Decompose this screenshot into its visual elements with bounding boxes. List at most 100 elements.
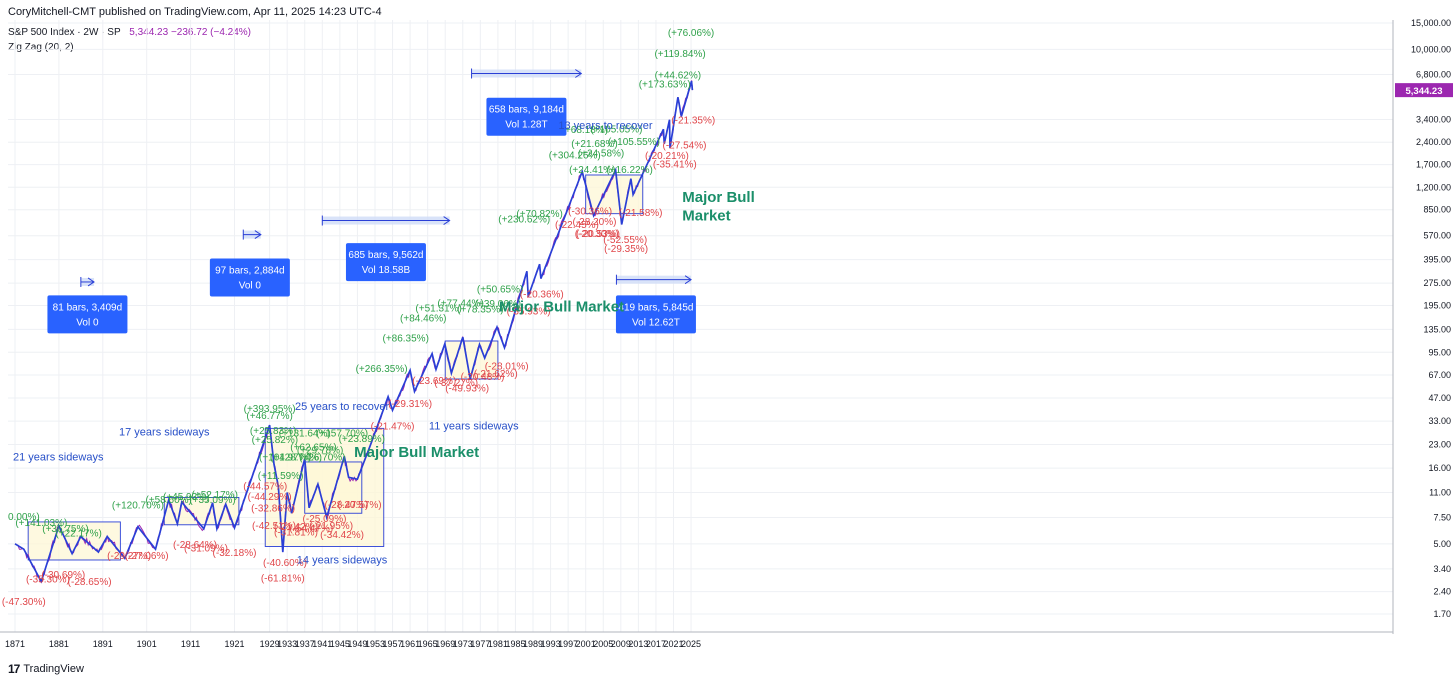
swing-label-up: (+128.74%) <box>270 452 322 463</box>
swing-label-down: (-44.29%) <box>248 492 292 503</box>
badge-line2: Vol 18.58B <box>362 265 411 276</box>
x-tick-label: 1973 <box>453 639 473 649</box>
swing-label-down: (-28.01%) <box>485 361 529 372</box>
swing-label-down: (-28.64%) <box>173 540 217 551</box>
swing-label-up: (+26.70%) <box>299 452 345 463</box>
y-tick-label: 1.70 <box>1433 609 1451 619</box>
swing-label-down: (-27.54%) <box>663 140 707 151</box>
x-tick-label: 2009 <box>611 639 631 649</box>
y-tick-label: 2,400.00 <box>1416 137 1451 147</box>
swing-label-up: (+62.65%) <box>290 442 336 453</box>
swing-label-up: (+46.77%) <box>246 411 292 422</box>
swing-label-up: (+44.62%) <box>655 71 701 82</box>
x-tick-label: 2025 <box>681 639 701 649</box>
swing-label-down: (-22.45%) <box>555 220 599 231</box>
swing-label-down: (-32.18%) <box>213 548 257 559</box>
swing-label-down: (-47.30%) <box>2 597 46 608</box>
arrow-right-icon <box>254 230 262 240</box>
swing-label-up: (+77.44%) <box>437 299 483 310</box>
swing-label-down: (-29.35%) <box>604 244 648 255</box>
swing-label-up: (+68.18%) <box>562 125 608 136</box>
swing-label-down: (-27.06%) <box>125 551 169 562</box>
y-tick-label: 7.50 <box>1433 512 1451 522</box>
swing-label-down: (-20.57%) <box>338 500 382 511</box>
y-tick-label: 67.00 <box>1428 370 1451 380</box>
swing-label-up: (+25.82%) <box>252 435 298 446</box>
last-price-label: 5,344.23 <box>1406 86 1443 97</box>
annotation: 13 years to recover <box>558 120 652 132</box>
y-tick-label: 1,700.00 <box>1416 160 1451 170</box>
swing-label-up: (+36.75%) <box>42 524 88 535</box>
y-tick-label: 6,800.00 <box>1416 69 1451 79</box>
swing-label-down: (-28.20%) <box>573 217 617 228</box>
swing-label-down: (-40.60%) <box>263 558 307 569</box>
y-tick-label: 5.00 <box>1433 539 1451 549</box>
annotation: 21 years sideways <box>13 451 104 463</box>
swing-label-up: (+16.22%) <box>606 165 652 176</box>
date-range <box>471 68 583 79</box>
date-range <box>242 229 262 240</box>
swing-label-up: (+45.93%) <box>163 492 209 503</box>
range-badge: 81 bars, 3,409d Vol 0 <box>47 295 128 334</box>
last-price-tag <box>1395 83 1453 98</box>
bull-market-label: Major Bull <box>682 189 755 206</box>
x-tick-label: 2021 <box>663 639 683 649</box>
arrow-right-icon <box>684 275 692 285</box>
swing-label-up: (+24.41%) <box>569 165 615 176</box>
indicator-legend[interactable]: Zig Zag (20, 2) <box>8 42 74 53</box>
swing-label-up: (+105.55%) <box>608 137 660 148</box>
y-tick-label: 16.00 <box>1428 463 1451 473</box>
badge-line1: 685 bars, 9,562d <box>348 250 423 261</box>
swing-label-up: (+393.95%) <box>244 404 296 415</box>
x-tick-label: 1901 <box>137 639 157 649</box>
badge-line2: Vol 0 <box>76 317 99 328</box>
swing-label-up: (+23.89%) <box>339 434 385 445</box>
swing-label-down: (-21.42%) <box>274 522 318 533</box>
x-tick-label: 1993 <box>541 639 561 649</box>
date-range <box>615 274 692 285</box>
swing-label-up: (+39.06%) <box>475 299 521 310</box>
y-tick-label: 2.40 <box>1433 587 1451 597</box>
swing-label-down: (-28.65%) <box>68 577 112 588</box>
y-tick-label: 850.00 <box>1423 205 1451 215</box>
swing-label-down: (-35.41%) <box>653 159 697 170</box>
swing-label-down: (-34.42%) <box>320 530 364 541</box>
range-badge: 97 bars, 2,884d Vol 0 <box>209 258 290 297</box>
symbol-name: S&P 500 Index · 2W · SP <box>8 27 121 38</box>
badge-box <box>47 295 128 334</box>
x-tick-label: 2005 <box>593 639 613 649</box>
swing-label-down: (-54.47%) <box>289 523 333 534</box>
badge-box <box>615 295 696 334</box>
x-tick-label: 1997 <box>558 639 578 649</box>
y-tick-label: 135.00 <box>1423 324 1451 334</box>
swing-label-down: (-21.47%) <box>371 421 415 432</box>
swing-label-up: (+173.63%) <box>639 80 691 91</box>
bull-market-label: Market <box>682 208 730 225</box>
y-tick-label: 570.00 <box>1423 231 1451 241</box>
swing-label-up: (+84.46%) <box>400 314 446 325</box>
swing-label-down: (-42.51%) <box>252 521 296 532</box>
zigzag-line <box>14 80 694 584</box>
annotation: 25 years to recover <box>295 401 389 413</box>
y-tick-label: 3,400.00 <box>1416 115 1451 125</box>
x-tick-label: 1985 <box>505 639 525 649</box>
consolidation-box <box>304 461 363 514</box>
swing-label-down: (-20.53%) <box>576 229 620 240</box>
y-tick-label: 195.00 <box>1423 301 1451 311</box>
swing-label-down: (-21.62%) <box>474 369 518 380</box>
y-tick-label: 95.00 <box>1428 347 1451 357</box>
swing-label-up: (+78.35%) <box>457 305 503 316</box>
swing-label-up: (+266.35%) <box>356 364 408 375</box>
swing-label-up: (+50.65%) <box>477 285 523 296</box>
badge-line1: 81 bars, 3,409d <box>53 302 123 313</box>
x-tick-label: 1881 <box>49 639 69 649</box>
x-tick-label: 1891 <box>93 639 113 649</box>
swing-label-up: (+304.26%) <box>549 150 601 161</box>
y-tick-label: 47.00 <box>1428 393 1451 403</box>
swing-label-up: (+119.84%) <box>654 49 705 60</box>
swing-label-down: (-37.27%) <box>434 378 478 389</box>
swing-label-down: (-29.27%) <box>107 551 151 562</box>
arrow-right-icon <box>87 277 95 287</box>
swing-label-down: (-20.36%) <box>520 290 564 301</box>
